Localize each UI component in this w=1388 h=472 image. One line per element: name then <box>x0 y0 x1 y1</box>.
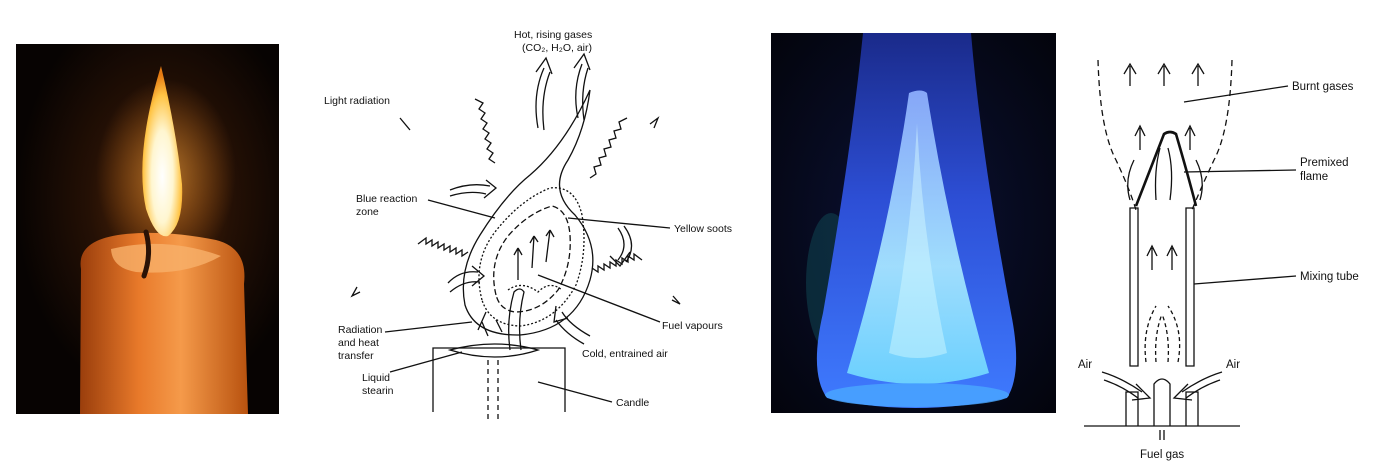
label-fuel-vapours: Fuel vapours <box>662 320 723 332</box>
candle-flame-diagram: Hot, rising gases (CO₂, H₂O, air) Light … <box>300 0 760 472</box>
fuel-nozzle <box>1153 378 1171 426</box>
label-liquid-2: stearin <box>362 385 394 397</box>
leader-mixing-tube <box>1193 275 1297 285</box>
label-light-radiation: Light radiation <box>324 95 390 107</box>
label-premixed-2: flame <box>1300 171 1328 183</box>
label-radiation-2: and heat <box>338 337 379 349</box>
candle-flame-photo <box>16 44 279 414</box>
label-candle: Candle <box>616 397 649 409</box>
outer-flame-outline <box>462 89 594 336</box>
label-premixed-1: Premixed <box>1300 157 1349 169</box>
mixing-tube-left-wall <box>1129 207 1139 367</box>
radiation-arrow-lower-left <box>350 236 469 298</box>
radiation-arrow-upper-left <box>399 98 496 164</box>
leader-candle <box>537 381 613 403</box>
air-arrow-right <box>1172 371 1223 401</box>
mixing-tube-right-wall <box>1185 207 1195 367</box>
leader-yellow-soots <box>567 217 671 229</box>
leader-blue-zone <box>427 199 496 219</box>
air-arrow-left <box>1101 371 1152 401</box>
blue-flame-photo <box>771 33 1056 413</box>
radiation-arrow-upper-right <box>589 116 660 179</box>
leader-fuel-vapours <box>537 274 661 323</box>
leader-burnt-gases <box>1183 85 1289 103</box>
candle-outline <box>432 347 566 412</box>
label-hot-gases-1: Hot, rising gases <box>514 29 592 41</box>
entrained-air-arrow-3 <box>447 265 486 293</box>
leader-premixed-flame <box>1183 169 1297 173</box>
radiation-arrow-lower-right <box>591 252 681 305</box>
blue-reaction-zone <box>478 187 585 327</box>
label-blue-zone-1: Blue reaction <box>356 193 417 205</box>
label-liquid-1: Liquid <box>362 372 390 384</box>
liquid-stearin-pool <box>447 343 541 358</box>
label-radiation-1: Radiation <box>338 324 383 336</box>
label-fuel-gas: Fuel gas <box>1140 449 1184 461</box>
entrained-air-arrow-4 <box>553 305 591 345</box>
label-hot-gases-2: (CO₂, H₂O, air) <box>522 42 592 54</box>
burnt-gas-envelope-left <box>1097 59 1137 211</box>
label-burnt-gases: Burnt gases <box>1292 81 1354 93</box>
entrained-air-arrow-1 <box>449 179 498 199</box>
label-cold-air: Cold, entrained air <box>582 348 668 360</box>
leader-liquid <box>389 351 463 373</box>
burnt-gas-envelope-right <box>1191 59 1233 211</box>
label-mixing-tube: Mixing tube <box>1300 271 1359 283</box>
label-blue-zone-2: zone <box>356 206 379 218</box>
hot-gas-arrow-left <box>535 56 553 129</box>
label-radiation-3: transfer <box>338 350 374 362</box>
label-air-right: Air <box>1226 359 1240 371</box>
hot-gas-arrow-right <box>573 52 591 119</box>
entrained-air-arrow-2 <box>609 225 633 268</box>
premixed-flame-diagram: Burnt gases Premixed flame Mixing tube A… <box>1060 0 1388 472</box>
premixed-flame-cone <box>1134 130 1198 207</box>
label-yellow-soots: Yellow soots <box>674 223 732 235</box>
label-air-left: Air <box>1078 359 1092 371</box>
leader-radiation <box>384 321 473 333</box>
wick <box>508 288 525 351</box>
